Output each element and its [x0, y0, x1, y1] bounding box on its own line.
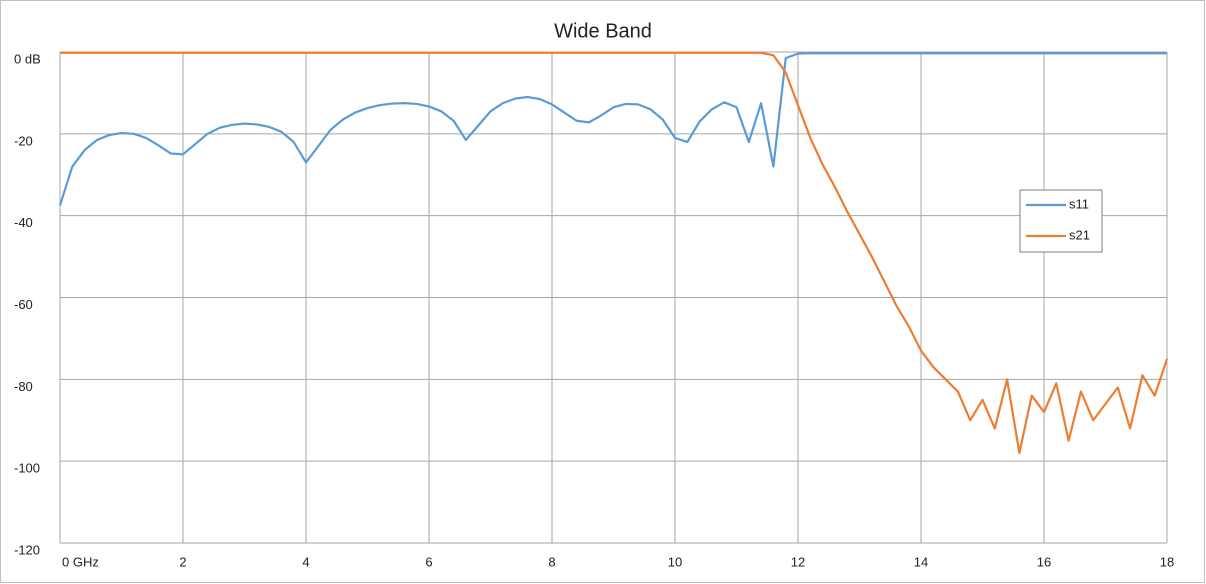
- y-tick-label: 0 dB: [14, 51, 41, 66]
- chart-title: Wide Band: [554, 20, 652, 42]
- y-tick-label: -60: [14, 297, 33, 312]
- series-line: [58, 52, 1167, 206]
- x-tick-label: 4: [302, 554, 309, 569]
- x-tick-label: 12: [791, 554, 805, 569]
- x-tick-label: 16: [1037, 554, 1051, 569]
- legend-label: s11: [1069, 196, 1089, 211]
- y-tick-label: -80: [14, 379, 33, 394]
- y-tick-label: -40: [14, 215, 33, 230]
- x-tick-label: 10: [668, 554, 682, 569]
- y-tick-label: -120: [14, 542, 40, 557]
- y-tick-label: -100: [14, 461, 40, 476]
- x-tick-label: 2: [179, 554, 186, 569]
- x-tick-label: 18: [1160, 554, 1174, 569]
- x-tick-label: 6: [425, 554, 432, 569]
- y-tick-label: -20: [14, 133, 33, 148]
- x-tick-label: 8: [548, 554, 555, 569]
- x-tick-label: 0 GHz: [62, 554, 99, 569]
- x-tick-label: 14: [914, 554, 928, 569]
- legend-box: [1019, 189, 1103, 253]
- legend-label: s21: [1069, 227, 1090, 242]
- series-line: [60, 51, 1169, 455]
